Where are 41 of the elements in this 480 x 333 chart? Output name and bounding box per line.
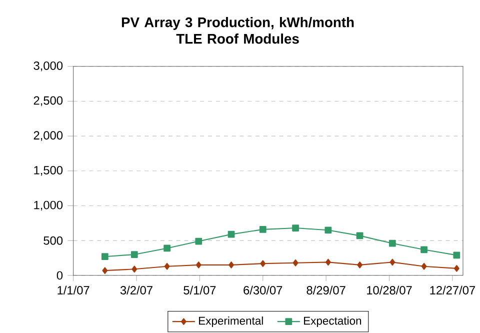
y-tick-label: 500 [44, 236, 63, 245]
point [325, 258, 331, 266]
point [356, 232, 364, 240]
point [228, 262, 234, 268]
point [102, 267, 108, 274]
y-tick-label: 3,000 [34, 62, 63, 72]
y-tick-label: 1,500 [34, 166, 63, 176]
point [260, 260, 266, 268]
legend-label: Experimental [199, 316, 263, 328]
legend-label: Expectation [304, 316, 362, 328]
point [130, 251, 138, 258]
point [292, 224, 299, 232]
point [421, 262, 427, 270]
point [132, 266, 138, 273]
point [388, 240, 396, 247]
point [228, 230, 235, 238]
point [454, 265, 460, 272]
x-tick-label: 10/28/07 [367, 286, 412, 295]
y-tick-label: 2,500 [34, 96, 63, 106]
point [390, 258, 396, 266]
point [164, 262, 170, 270]
point [259, 226, 266, 233]
point [195, 238, 202, 245]
point [324, 226, 332, 234]
point [101, 253, 108, 260]
point [357, 262, 362, 268]
y-tick-label: 0 [56, 271, 63, 280]
x-tick-label: 6/30/07 [244, 286, 282, 295]
chart-title: PV Array 3 Production, kWh/month TLE Roof Modules [122, 17, 354, 44]
x-tick-label: 5/1/07 [184, 286, 216, 295]
x-tick-label: 8/29/07 [306, 286, 346, 295]
x-tick-label: 12/27/07 [430, 286, 475, 295]
x-tick-label: 1/1/07 [58, 286, 90, 295]
point [164, 244, 170, 252]
point [420, 246, 428, 254]
y-tick-label: 2,000 [34, 131, 63, 142]
x-tick-label: 3/2/07 [120, 286, 152, 295]
y-tick-label: 1,000 [34, 200, 63, 211]
point [453, 252, 460, 259]
point [196, 262, 202, 268]
point [292, 260, 298, 266]
